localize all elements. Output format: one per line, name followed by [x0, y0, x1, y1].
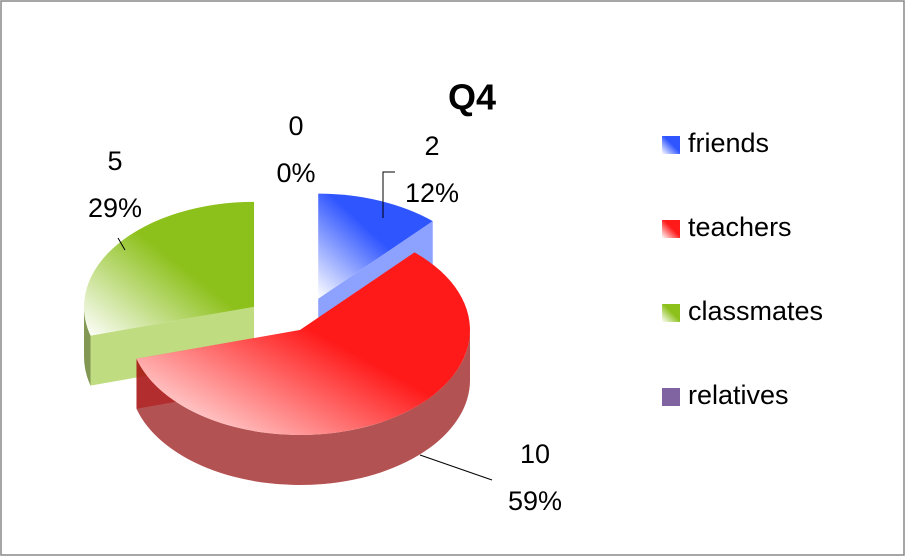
- data-labels: 2 12% 10 59% 5 29% 0 0%: [88, 111, 562, 516]
- legend-label: relatives: [688, 380, 789, 410]
- slice-top: [318, 193, 433, 299]
- data-label-percent: 12%: [405, 178, 459, 208]
- legend-swatch: [662, 304, 680, 322]
- pie: [84, 193, 471, 485]
- slice-top: [136, 252, 471, 436]
- slice-side-shade: [84, 306, 91, 386]
- legend-label: teachers: [688, 212, 792, 242]
- slice-side: [84, 306, 91, 386]
- slice-side: [136, 330, 471, 485]
- data-label-percent: 0%: [276, 158, 315, 188]
- legend-swatch: [662, 220, 680, 238]
- legend-label: classmates: [688, 296, 823, 326]
- data-label-value: 5: [107, 146, 122, 176]
- slice-side-shade: [136, 330, 471, 485]
- slice: [84, 201, 255, 386]
- data-label-value: 2: [424, 131, 439, 161]
- data-label-value: 10: [520, 439, 550, 469]
- slice-top: [84, 201, 255, 336]
- legend-label: friends: [688, 128, 769, 158]
- legend-swatch: [662, 136, 680, 154]
- legend-swatch: [662, 388, 680, 406]
- data-label-value: 0: [288, 111, 303, 141]
- slice-wall: [90, 306, 255, 386]
- data-label-percent: 59%: [508, 486, 562, 516]
- leader-line: [117, 237, 126, 251]
- slice: [136, 252, 471, 485]
- legend: friends teachers classmates relatives: [662, 128, 823, 410]
- chart-title: Q4: [448, 77, 496, 118]
- leader-line: [419, 454, 493, 481]
- data-label-percent: 29%: [88, 193, 142, 223]
- leader-line: [382, 171, 395, 218]
